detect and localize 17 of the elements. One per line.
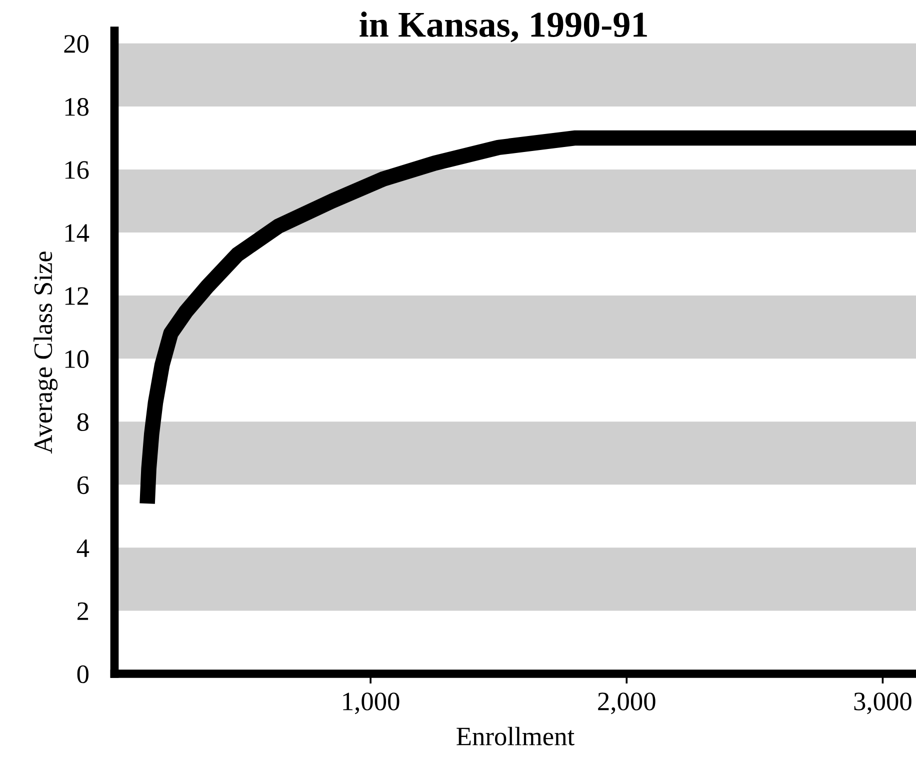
- chart-title: in Kansas, 1990-91: [360, 12, 647, 42]
- x-tick-label: 3,000: [854, 692, 912, 714]
- y-tick-label: 16: [65, 161, 89, 179]
- y-tick-label: 12: [65, 287, 88, 305]
- y-tick-label: 8: [77, 413, 88, 432]
- y-tick-label: 6: [77, 476, 89, 494]
- y-tick-label: 4: [76, 539, 90, 557]
- y-tick-label: 14: [65, 224, 90, 242]
- y-tick-label: 18: [65, 98, 88, 116]
- y-tick-label: 20: [64, 35, 88, 53]
- x-tick-label: 1,000: [343, 692, 400, 714]
- x-axis-title: Enrollment: [456, 726, 574, 746]
- y-tick-label: 0: [77, 665, 88, 684]
- x-tick-label: 2,000: [598, 692, 656, 714]
- y-tick-label: 10: [65, 350, 88, 368]
- y-tick-label: 2: [77, 602, 88, 620]
- y-axis-title: Average Class Size: [34, 252, 58, 454]
